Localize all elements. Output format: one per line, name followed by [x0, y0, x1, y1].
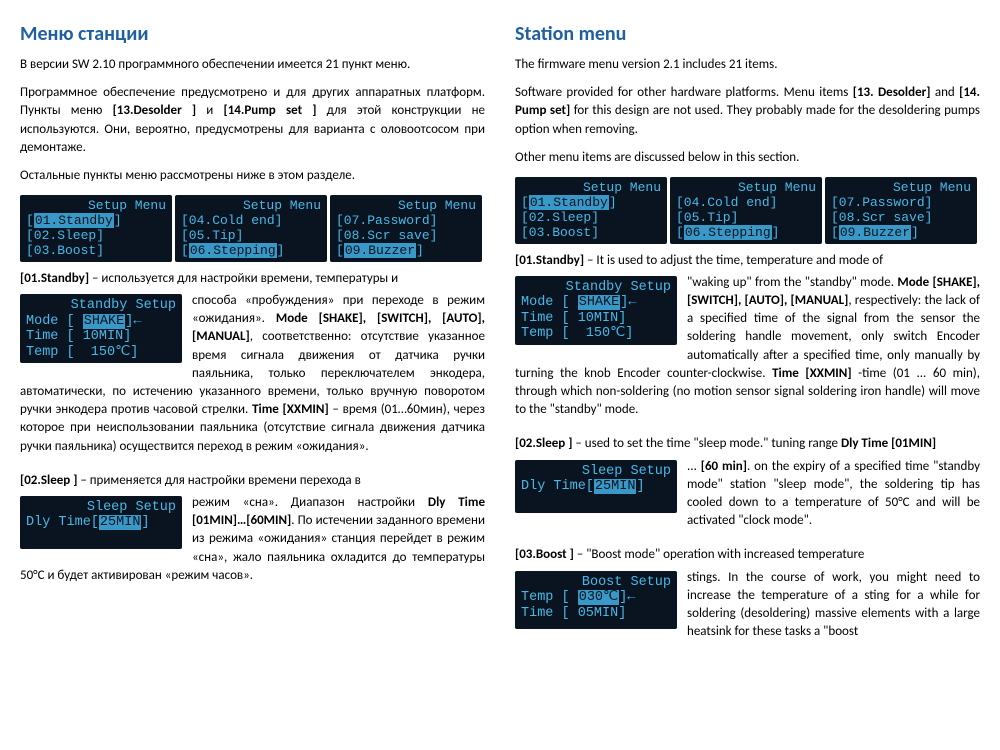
lcd-standby-left: Standby Setup Mode [ SHAKE]← Time [ 10MI… [20, 294, 182, 363]
lcd-menu-panel: Setup Menu[07.Password][08.Scr save][09.… [825, 177, 977, 244]
right-column: Station menu The firmware menu version 2… [515, 20, 980, 657]
title-left: Меню станции [20, 20, 485, 48]
lcd-menu-panel: Setup Menu[04.Cold end][05.Tip][06.Stepp… [175, 195, 327, 262]
lcd-boost-right: Boost Setup Temp [ 030℃]← Time [ 05MIN] [515, 571, 677, 630]
lcd-menu-panel: Setup Menu[01.Standby][02.Sleep][03.Boos… [20, 195, 172, 262]
p3-left: Остальные пункты меню рассмотрены ниже в… [20, 167, 485, 185]
lcd-menu-panel: Setup Menu[07.Password][08.Scr save][09.… [330, 195, 482, 262]
lcd-sleep-right: Sleep Setup Dly Time[25MIN] [515, 460, 677, 513]
lcd-sleep-left: Sleep Setup Dly Time[25MIN] [20, 496, 182, 549]
lcd-menu-panel: Setup Menu[04.Cold end][05.Tip][06.Stepp… [670, 177, 822, 244]
p2-left: Программное обеспечение предусмотрено и … [20, 84, 485, 157]
section-02-sleep-left: [02.Sleep ] – применяется для настройки … [20, 472, 485, 595]
p1-right: The firmware menu version 2.1 includes 2… [515, 56, 980, 74]
lcd-menu-panel: Setup Menu[01.Standby][02.Sleep][03.Boos… [515, 177, 667, 244]
p3-right: Other menu items are discussed below in … [515, 149, 980, 167]
lcd-standby-right: Standby Setup Mode [ SHAKE]← Time [ 10MI… [515, 276, 677, 345]
p2-right: Software provided for other hardware pla… [515, 84, 980, 139]
section-03-boost-right: [03.Boost ] – "Boost mode" operation wit… [515, 546, 980, 651]
lcd-menu-row-left: Setup Menu[01.Standby][02.Sleep][03.Boos… [20, 195, 485, 262]
left-column: Меню станции В версии SW 2.10 программно… [20, 20, 485, 657]
lcd-menu-row-right: Setup Menu[01.Standby][02.Sleep][03.Boos… [515, 177, 980, 244]
section-02-sleep-right: [02.Sleep ] – used to set the time "slee… [515, 435, 980, 540]
title-right: Station menu [515, 20, 980, 48]
section-01-standby-right: [01.Standby] – It is used to adjust the … [515, 252, 980, 430]
p1-left: В версии SW 2.10 программного обеспечени… [20, 56, 485, 74]
section-01-standby-left: [01.Standby] – используется для настройк… [20, 270, 485, 466]
